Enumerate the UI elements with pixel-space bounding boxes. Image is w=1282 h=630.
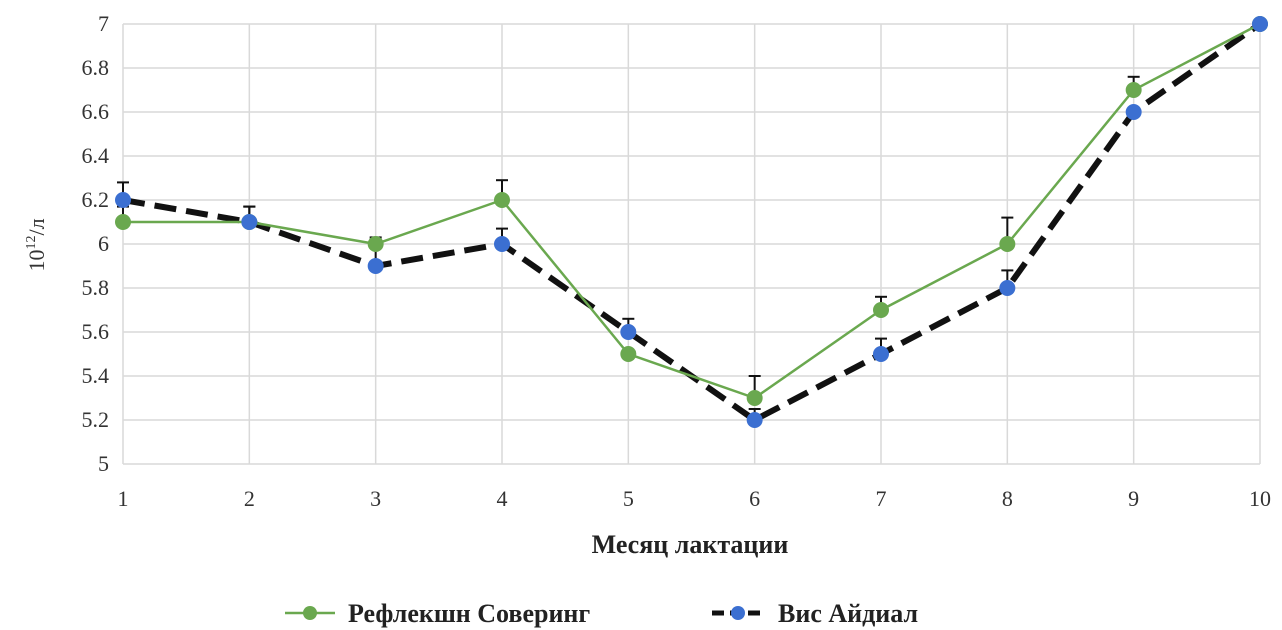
point-s1-3 xyxy=(494,192,510,208)
point-s2-6 xyxy=(873,346,889,362)
y-tick-label-0: 5 xyxy=(98,451,109,476)
point-s1-4 xyxy=(620,346,637,362)
series-line-1 xyxy=(123,22,1261,400)
point-s1-0 xyxy=(115,214,131,230)
y-tick-label-4: 5.8 xyxy=(82,275,110,300)
y-tick-label-8: 6.6 xyxy=(82,99,110,124)
point-s1-6 xyxy=(873,302,889,318)
y-tick-label-10: 7 xyxy=(98,11,109,36)
point-s2-5 xyxy=(746,412,763,428)
legend-marker-series-1 xyxy=(303,606,317,620)
x-tick-label-0: 1 xyxy=(118,486,129,511)
x-tick-label-3: 4 xyxy=(497,486,508,511)
point-s2-1 xyxy=(241,214,258,230)
x-tick-label-9: 10 xyxy=(1249,486,1271,511)
x-tick-label-5: 6 xyxy=(749,486,760,511)
x-axis-title: Месяц лактации xyxy=(592,530,789,559)
y-tick-label-6: 6.2 xyxy=(82,187,110,212)
point-s1-7 xyxy=(999,236,1016,252)
point-s2-9 xyxy=(1252,16,1268,32)
y-axis-title-base: 10 xyxy=(24,250,49,272)
point-s2-7 xyxy=(999,280,1016,296)
y-tick-label-2: 5.4 xyxy=(82,363,110,388)
y-tick-label-3: 5.6 xyxy=(82,319,110,344)
legend-label-series-2: Вис Айдиал xyxy=(778,599,918,628)
x-tick-label-4: 5 xyxy=(623,486,634,511)
point-s2-4 xyxy=(620,324,637,340)
x-tick-label-7: 8 xyxy=(1002,486,1013,511)
x-axis-ticks: 1 2 3 4 5 6 7 8 9 10 xyxy=(118,486,1272,511)
legend-label-series-1: Рефлекшн Соверинг xyxy=(348,599,590,628)
x-tick-label-2: 3 xyxy=(370,486,381,511)
y-tick-label-9: 6.8 xyxy=(82,55,110,80)
legend: Рефлекшн Соверинг Вис Айдиал xyxy=(285,599,918,628)
y-axis-title-exponent: 12 xyxy=(24,236,39,250)
point-s2-3 xyxy=(494,236,510,252)
y-tick-label-7: 6.4 xyxy=(82,143,110,168)
y-axis-title: 1012/л xyxy=(24,218,49,271)
point-s2-2 xyxy=(367,258,384,274)
x-tick-label-1: 2 xyxy=(244,486,255,511)
series-group xyxy=(115,16,1268,428)
grid xyxy=(122,23,1261,465)
y-axis-title-unit: /л xyxy=(24,218,49,235)
point-s1-8 xyxy=(1125,82,1142,98)
y-tick-label-1: 5.2 xyxy=(82,407,110,432)
y-tick-label-5: 6 xyxy=(98,231,109,256)
point-s2-0 xyxy=(115,192,131,208)
series-line-2 xyxy=(122,21,1262,423)
point-s2-8 xyxy=(1125,104,1142,120)
x-tick-label-6: 7 xyxy=(876,486,887,511)
y-axis-ticks: 5 5.2 5.4 5.6 5.8 6 6.2 6.4 6.6 6.8 7 xyxy=(82,11,110,476)
legend-marker-series-2 xyxy=(731,606,745,620)
point-s1-2 xyxy=(367,236,384,252)
y-axis-title-text: 1012/л xyxy=(24,218,49,271)
x-tick-label-8: 9 xyxy=(1128,486,1139,511)
point-s1-5 xyxy=(746,390,763,406)
